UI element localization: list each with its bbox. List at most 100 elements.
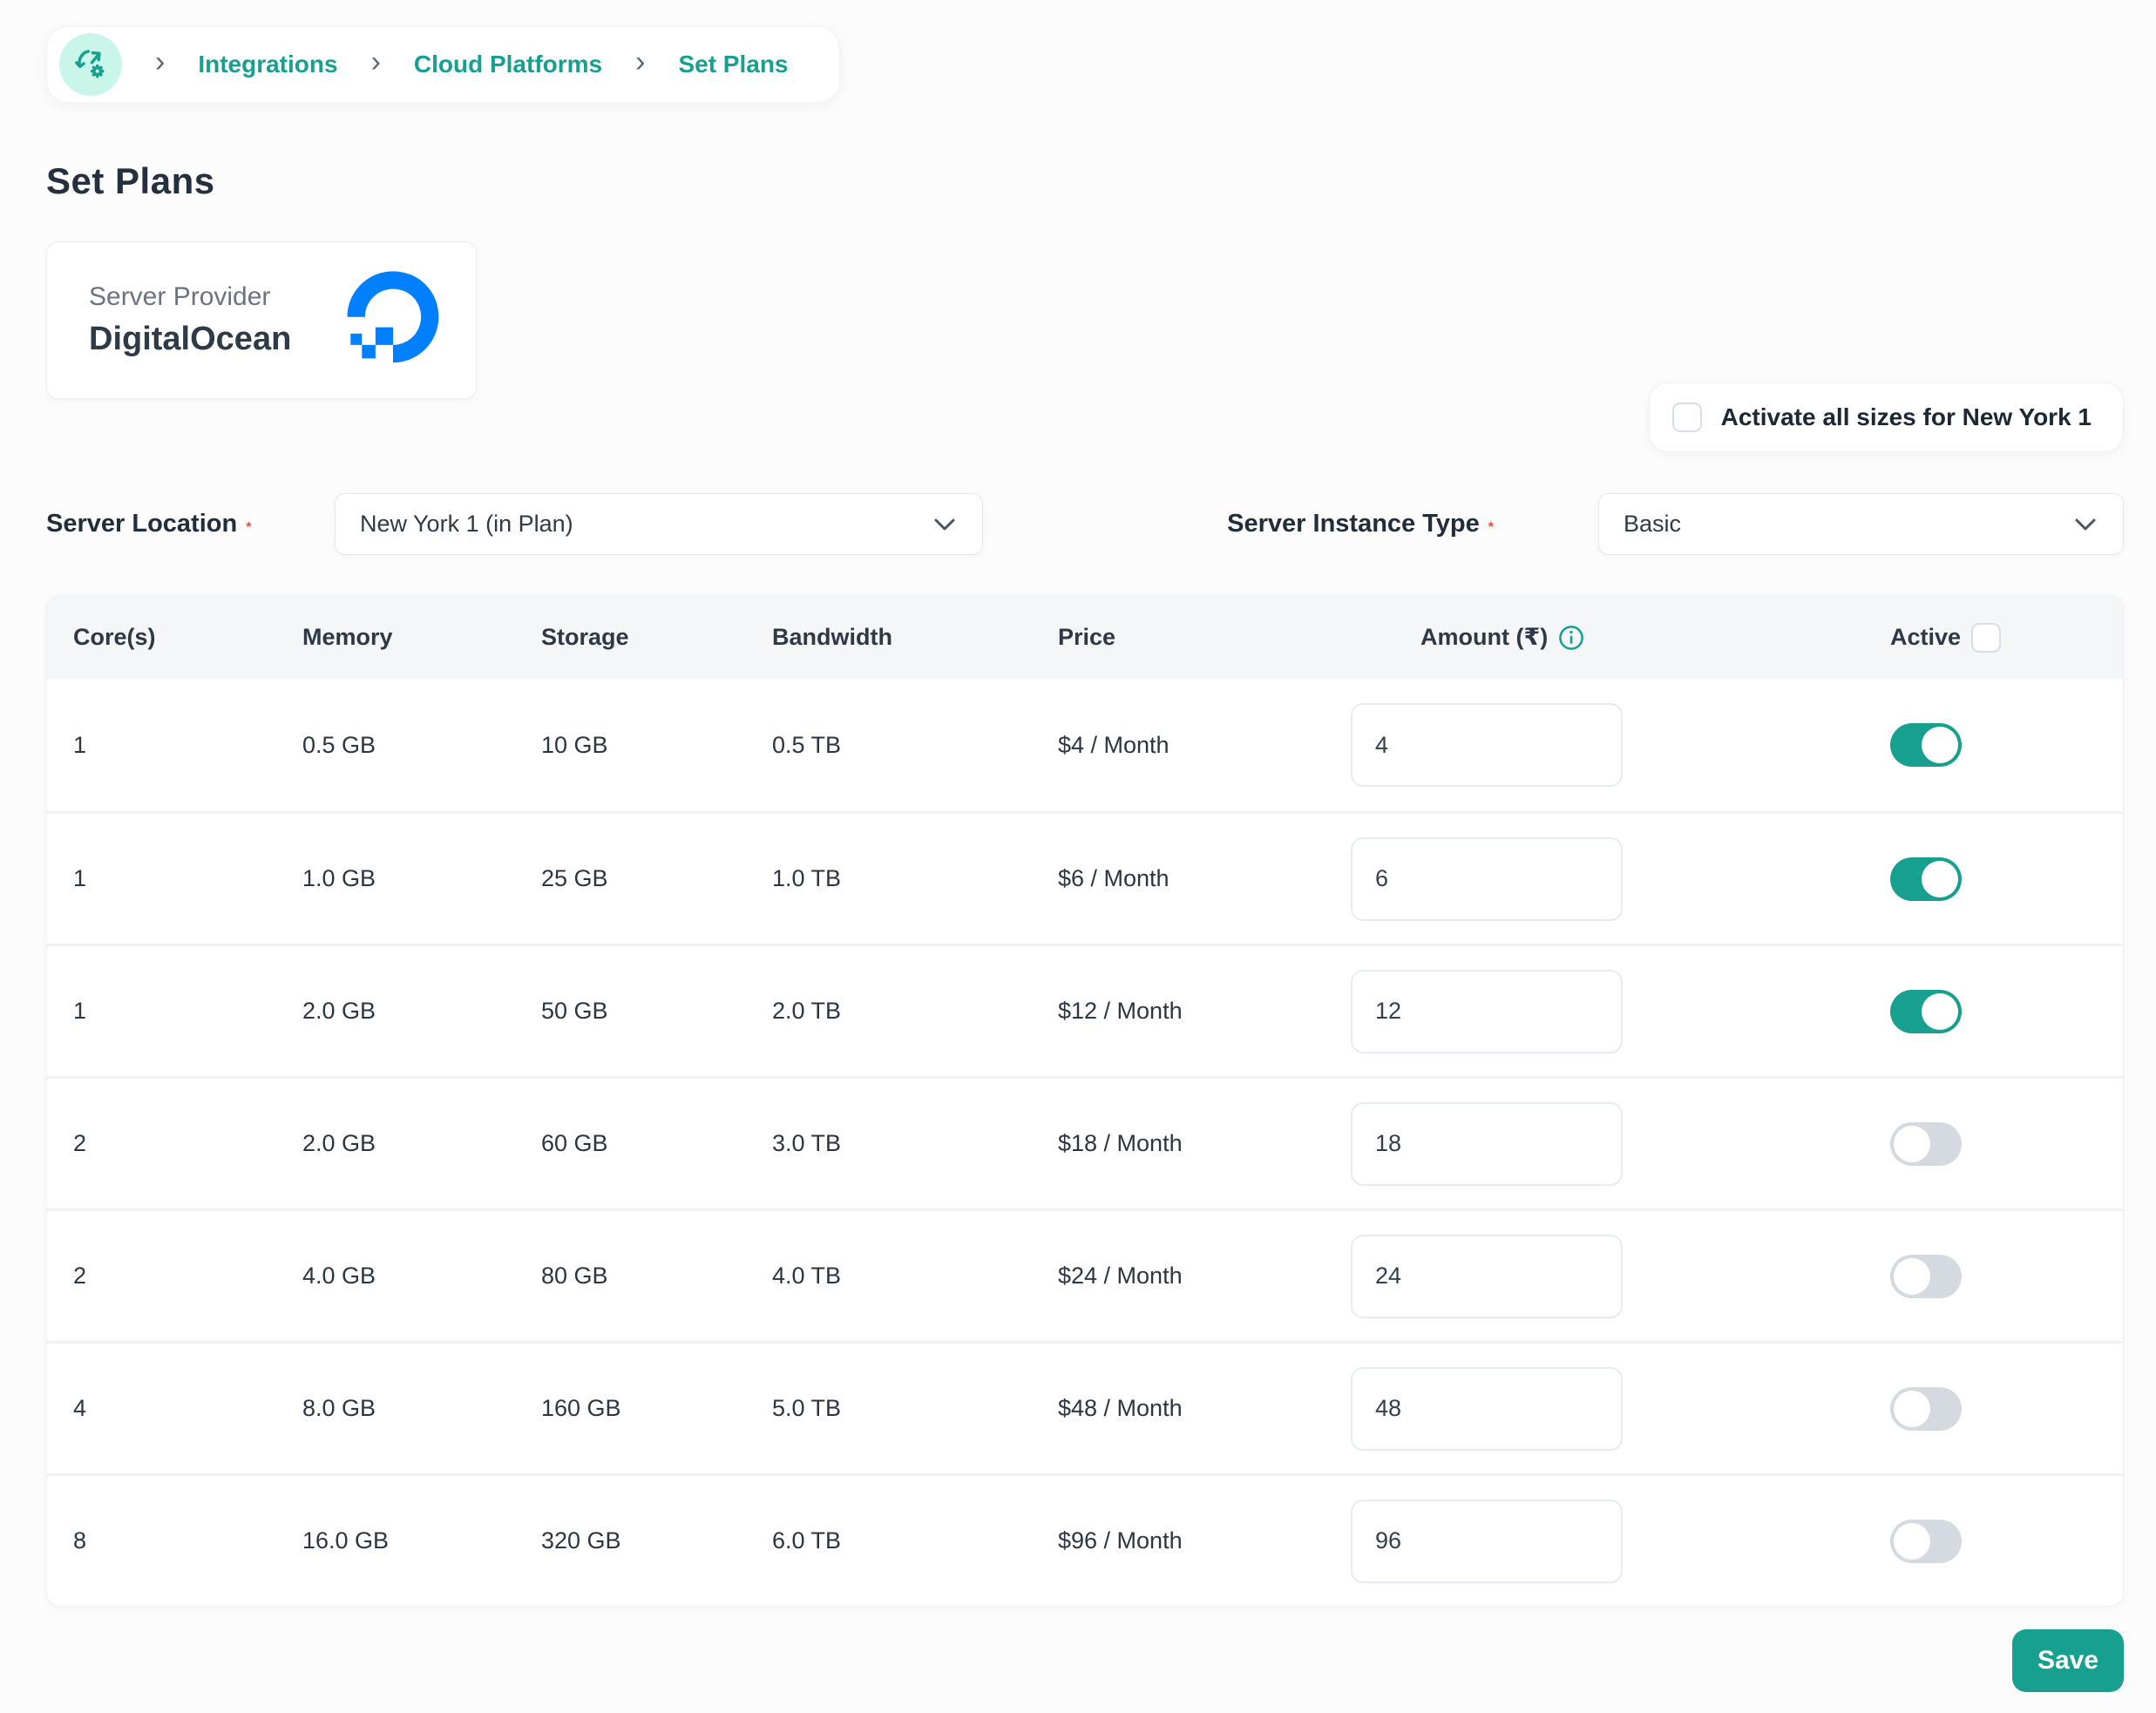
digitalocean-logo bbox=[347, 270, 439, 362]
plans-table-header: Core(s) Memory Storage Bandwidth Price A… bbox=[47, 596, 2123, 679]
amount-input[interactable] bbox=[1351, 703, 1623, 787]
header-memory: Memory bbox=[302, 624, 393, 650]
bandwidth-cell: 5.0 TB bbox=[772, 1395, 842, 1421]
price-cell: $48 / Month bbox=[1058, 1395, 1183, 1421]
cores-cell: 2 bbox=[73, 1130, 87, 1156]
save-button[interactable]: Save bbox=[2012, 1629, 2124, 1692]
header-price: Price bbox=[1058, 624, 1116, 650]
amount-cell bbox=[1351, 1499, 1890, 1583]
cores-cell: 1 bbox=[73, 865, 87, 891]
price-cell: $18 / Month bbox=[1058, 1130, 1183, 1156]
server-instance-type-value: Basic bbox=[1624, 511, 1682, 537]
amount-input[interactable] bbox=[1351, 1366, 1623, 1451]
toggle-knob bbox=[1922, 727, 1958, 763]
active-cell bbox=[1890, 1254, 2123, 1298]
breadcrumb-item-set-plans[interactable]: Set Plans bbox=[678, 51, 789, 78]
required-asterisk: * bbox=[1488, 520, 1494, 535]
info-icon[interactable] bbox=[1558, 625, 1584, 651]
storage-cell: 60 GB bbox=[541, 1130, 608, 1156]
amount-input[interactable] bbox=[1351, 969, 1623, 1053]
header-active: Active bbox=[1890, 622, 2123, 653]
active-toggle[interactable] bbox=[1890, 856, 1962, 901]
bandwidth-cell: 3.0 TB bbox=[772, 1130, 842, 1156]
bandwidth-cell: 1.0 TB bbox=[772, 865, 842, 891]
active-cell bbox=[1890, 989, 2123, 1033]
table-row: 2 2.0 GB 60 GB 3.0 TB $18 / Month bbox=[47, 1076, 2123, 1209]
active-toggle[interactable] bbox=[1890, 989, 1962, 1033]
chevron-down-icon bbox=[934, 518, 955, 530]
header-amount: Amount (₹) bbox=[1351, 624, 1890, 651]
memory-cell: 2.0 GB bbox=[302, 998, 376, 1024]
active-toggle[interactable] bbox=[1890, 1254, 1962, 1298]
price-cell: $12 / Month bbox=[1058, 998, 1183, 1024]
server-instance-type-field: Server Instance Type * Basic bbox=[1227, 493, 2124, 555]
breadcrumb: Integrations Cloud Platforms Set Plans bbox=[46, 26, 840, 103]
price-cell: $96 / Month bbox=[1058, 1527, 1183, 1554]
toggle-knob bbox=[1894, 1125, 1930, 1162]
table-row: 4 8.0 GB 160 GB 5.0 TB $48 / Month bbox=[47, 1341, 2123, 1473]
chevron-right-icon bbox=[155, 47, 165, 82]
footer-bar: Save bbox=[46, 1629, 2124, 1692]
amount-cell bbox=[1351, 703, 1890, 787]
cores-cell: 1 bbox=[73, 998, 87, 1024]
breadcrumb-item-cloud-platforms[interactable]: Cloud Platforms bbox=[413, 51, 603, 78]
price-cell: $24 / Month bbox=[1058, 1263, 1183, 1289]
cores-cell: 1 bbox=[73, 731, 87, 758]
amount-input[interactable] bbox=[1351, 1101, 1623, 1186]
memory-cell: 0.5 GB bbox=[302, 731, 376, 758]
amount-cell bbox=[1351, 836, 1890, 921]
toggle-knob bbox=[1894, 1390, 1930, 1427]
amount-cell bbox=[1351, 1101, 1890, 1186]
bandwidth-cell: 0.5 TB bbox=[772, 731, 842, 758]
server-instance-type-label: Server Instance Type bbox=[1227, 510, 1480, 538]
chevron-down-icon bbox=[2075, 518, 2096, 530]
storage-cell: 50 GB bbox=[541, 998, 608, 1024]
price-cell: $6 / Month bbox=[1058, 865, 1170, 891]
memory-cell: 2.0 GB bbox=[302, 1130, 376, 1156]
provider-label: Server Provider bbox=[89, 282, 271, 311]
active-toggle[interactable] bbox=[1890, 1386, 1962, 1431]
server-location-field: Server Location * New York 1 (in Plan) bbox=[46, 493, 983, 555]
memory-cell: 8.0 GB bbox=[302, 1395, 376, 1421]
storage-cell: 320 GB bbox=[541, 1527, 621, 1554]
amount-cell bbox=[1351, 969, 1890, 1053]
provider-text: Server Provider DigitalOcean bbox=[89, 282, 291, 358]
header-storage: Storage bbox=[541, 624, 629, 650]
amount-input[interactable] bbox=[1351, 1499, 1623, 1583]
price-cell: $4 / Month bbox=[1058, 731, 1170, 758]
plans-table-body: 1 0.5 GB 10 GB 0.5 TB $4 / Month 1 1.0 GB 25 GB… bbox=[47, 679, 2123, 1606]
active-toggle[interactable] bbox=[1890, 1121, 1962, 1166]
server-location-select[interactable]: New York 1 (in Plan) bbox=[335, 493, 983, 555]
active-toggle[interactable] bbox=[1890, 723, 1962, 767]
active-cell bbox=[1890, 723, 2123, 767]
sync-gear-icon bbox=[75, 50, 105, 78]
active-cell bbox=[1890, 1519, 2123, 1563]
activate-all-checkbox[interactable] bbox=[1671, 403, 1702, 432]
cores-cell: 8 bbox=[73, 1527, 87, 1554]
table-row: 1 2.0 GB 50 GB 2.0 TB $12 / Month bbox=[47, 944, 2123, 1076]
cores-cell: 4 bbox=[73, 1395, 87, 1421]
amount-cell bbox=[1351, 1234, 1890, 1318]
activate-all-sizes[interactable]: Activate all sizes for New York 1 bbox=[1648, 383, 2124, 452]
bandwidth-cell: 4.0 TB bbox=[772, 1263, 842, 1289]
cores-cell: 2 bbox=[73, 1263, 87, 1289]
filters-row: Server Location * New York 1 (in Plan) Se… bbox=[46, 493, 2124, 555]
provider-name: DigitalOcean bbox=[89, 321, 292, 357]
active-toggle[interactable] bbox=[1890, 1519, 1962, 1563]
amount-input[interactable] bbox=[1351, 836, 1623, 921]
server-instance-type-select[interactable]: Basic bbox=[1598, 493, 2124, 555]
chevron-right-icon bbox=[635, 47, 645, 82]
plans-table: Core(s) Memory Storage Bandwidth Price A… bbox=[46, 595, 2124, 1607]
toggle-knob bbox=[1894, 1257, 1930, 1295]
storage-cell: 80 GB bbox=[541, 1263, 608, 1289]
table-row: 8 16.0 GB 320 GB 6.0 TB $96 / Month bbox=[47, 1473, 2123, 1606]
storage-cell: 10 GB bbox=[541, 731, 608, 758]
header-bandwidth: Bandwidth bbox=[772, 624, 892, 650]
breadcrumb-home[interactable] bbox=[59, 33, 122, 96]
table-row: 1 0.5 GB 10 GB 0.5 TB $4 / Month bbox=[47, 679, 2123, 811]
amount-input[interactable] bbox=[1351, 1234, 1623, 1318]
active-all-checkbox[interactable] bbox=[1971, 622, 2002, 653]
bandwidth-cell: 2.0 TB bbox=[772, 998, 842, 1024]
storage-cell: 160 GB bbox=[541, 1395, 621, 1421]
breadcrumb-item-integrations[interactable]: Integrations bbox=[198, 51, 338, 78]
